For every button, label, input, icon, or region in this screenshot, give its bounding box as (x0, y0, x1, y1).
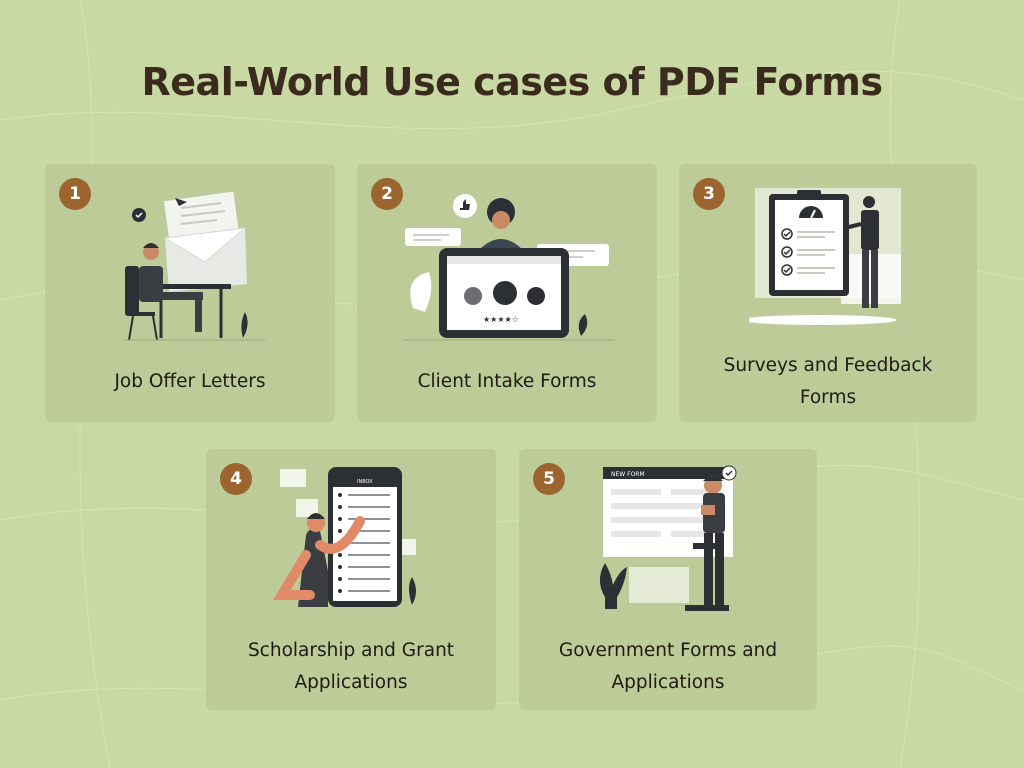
card-label: Job Offer Letters (114, 371, 266, 392)
card-label: Surveys and Feedback Forms (679, 350, 977, 414)
card-client-intake-forms: 2 ★★★★☆ Client Intake Forms (357, 164, 657, 422)
person-with-phone-illustration: INBOX (273, 467, 416, 607)
card-label-line: Applications (294, 672, 408, 693)
page-title: Real-World Use cases of PDF Forms (141, 60, 883, 104)
card-scholarship-grant-applications: 4 INBOX Scholarship and Grant Applicatio… (206, 449, 496, 710)
person-with-tablet-illustration: ★★★★☆ (403, 194, 615, 341)
card-number-badge: 5 (533, 463, 565, 495)
card-label-line: Scholarship and Grant (247, 640, 455, 661)
person-with-checklist-illustration (749, 188, 901, 325)
card-label: Scholarship and Grant Applications (206, 635, 496, 699)
person-with-new-form-illustration: NEW FORM (599, 465, 737, 611)
card-label: Client Intake Forms (417, 371, 597, 392)
phone-inbox-header: INBOX (357, 479, 373, 485)
card-label-line: Government Forms and (558, 640, 778, 661)
card-label-line: Surveys and Feedback (723, 355, 933, 376)
card-label-line: Forms (799, 387, 857, 408)
person-at-desk-envelope-illustration (125, 191, 265, 341)
card-number-badge: 3 (693, 178, 725, 210)
card-label: Government Forms and Applications (519, 635, 817, 699)
card-government-forms-applications: 5 NEW FORM Government Forms and Applicat… (519, 449, 817, 710)
card-number-badge: 4 (220, 463, 252, 495)
form-header: NEW FORM (611, 471, 645, 478)
card-number-badge: 2 (371, 178, 403, 210)
card-surveys-feedback-forms: 3 Surveys and Feedback Forms (679, 164, 977, 422)
card-label-line: Applications (611, 672, 725, 693)
card-job-offer-letters: 1 Job Offer Letters (45, 164, 335, 422)
svg-text:★★★★☆: ★★★★☆ (483, 315, 519, 324)
card-number-badge: 1 (59, 178, 91, 210)
